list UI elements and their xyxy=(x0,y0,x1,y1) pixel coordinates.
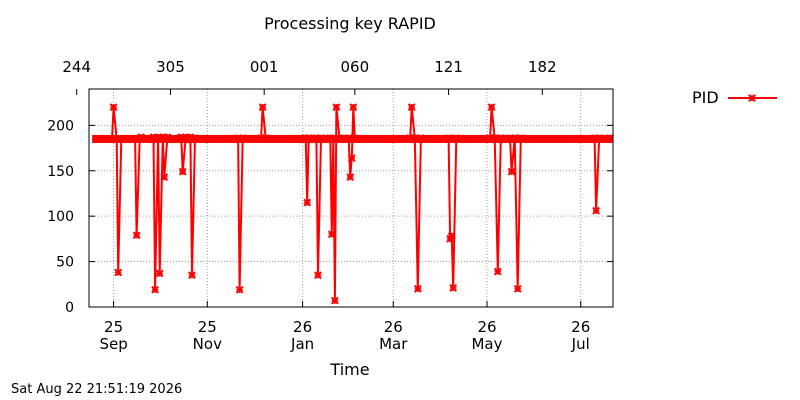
x-tick-label-month: Jan xyxy=(290,335,314,353)
series-pid-point xyxy=(592,206,601,215)
axis-ticks: 05010015020025Sep25Nov26Jan26Mar26May26J… xyxy=(47,58,613,353)
y-tick-label: 50 xyxy=(56,255,74,271)
plot-frame xyxy=(88,88,614,308)
x2-tick-label: 244 xyxy=(62,58,91,76)
series-pid-point xyxy=(350,134,359,142)
x-tick-label-month: May xyxy=(471,335,502,353)
series-pid-point xyxy=(447,232,456,241)
series-pid-point xyxy=(595,134,604,142)
series-pid-point xyxy=(413,284,422,293)
x-tick-label-day: 25 xyxy=(104,318,123,336)
series-pid-point xyxy=(490,134,499,142)
series-pid-point xyxy=(417,134,425,142)
series-pid-point xyxy=(238,134,247,142)
x2-tick-label: 182 xyxy=(528,58,557,76)
plot-border xyxy=(88,88,614,308)
x-tick-label-month: Jul xyxy=(571,335,590,353)
x2-tick-label: 121 xyxy=(434,58,463,76)
series-pid-point xyxy=(303,198,312,207)
series-pid-point xyxy=(410,134,419,142)
series-pid-point xyxy=(444,134,453,142)
series-pid-point xyxy=(151,285,159,294)
series-pid-point xyxy=(332,103,341,112)
series-pid-point xyxy=(510,134,519,142)
x-tick-label-day: 26 xyxy=(293,318,312,336)
series-pid-point xyxy=(349,103,358,112)
legend-entry-pid: PID xyxy=(692,88,719,107)
series-pid-point xyxy=(261,134,270,142)
series-pid-point xyxy=(487,103,496,112)
series-pid-point xyxy=(606,134,614,142)
x2-tick-label: 001 xyxy=(250,58,279,76)
series-pid-point xyxy=(496,134,505,142)
series-pid-point xyxy=(347,154,356,162)
x-tick-label-day: 26 xyxy=(384,318,403,336)
chart-title: Processing key RAPID xyxy=(264,14,436,33)
series-pid-point xyxy=(235,285,244,294)
series-pid-point xyxy=(344,134,353,142)
series-pid-point xyxy=(513,284,522,293)
series-pid xyxy=(92,94,756,305)
series-pid-point xyxy=(327,230,336,239)
series-pid-point xyxy=(346,173,355,182)
x-tick-label-day: 25 xyxy=(198,318,217,336)
series-pid-point xyxy=(452,134,461,142)
series-pid-point xyxy=(178,167,187,176)
x2-tick-label: 305 xyxy=(156,58,185,76)
series-pid-point xyxy=(329,134,338,142)
series-pid-point xyxy=(449,284,458,292)
y-tick-label: 0 xyxy=(65,300,74,316)
grid-lines xyxy=(89,89,613,307)
series-pid-point xyxy=(160,173,169,182)
x2-tick-label: 060 xyxy=(341,58,370,76)
series-pid-point xyxy=(407,103,416,112)
legend-label: PID xyxy=(692,88,719,107)
series-pid-point xyxy=(132,231,141,240)
x-tick-label-day: 26 xyxy=(571,318,590,336)
series-pid-point xyxy=(163,133,172,142)
series-pid-point xyxy=(493,267,502,276)
y-tick-label: 100 xyxy=(47,209,74,225)
x-axis-label: Time xyxy=(330,360,370,379)
series-pid-point xyxy=(330,296,339,305)
series-pid-point xyxy=(317,134,325,142)
series-pid-point xyxy=(304,134,313,142)
series-pid-point xyxy=(258,103,267,112)
x-tick-label-day: 26 xyxy=(477,318,496,336)
series-pid-point xyxy=(155,269,164,278)
series-pid-point xyxy=(109,103,118,112)
series-pid-point xyxy=(188,271,196,280)
y-tick-label: 150 xyxy=(47,164,74,180)
series-pid-point xyxy=(137,133,146,142)
x-tick-label-month: Mar xyxy=(379,335,408,353)
series-pid-point xyxy=(191,134,199,142)
y-tick-label: 200 xyxy=(47,118,74,134)
series-pid-point xyxy=(516,134,525,142)
generation-timestamp: Sat Aug 22 21:51:19 2026 xyxy=(11,382,183,397)
x-tick-label-month: Sep xyxy=(99,335,127,353)
x-tick-label-month: Nov xyxy=(193,335,222,353)
series-pid-point xyxy=(114,268,123,277)
series-pid-point xyxy=(507,167,516,176)
series-pid-point xyxy=(335,134,344,142)
series-pid-point xyxy=(314,271,322,280)
